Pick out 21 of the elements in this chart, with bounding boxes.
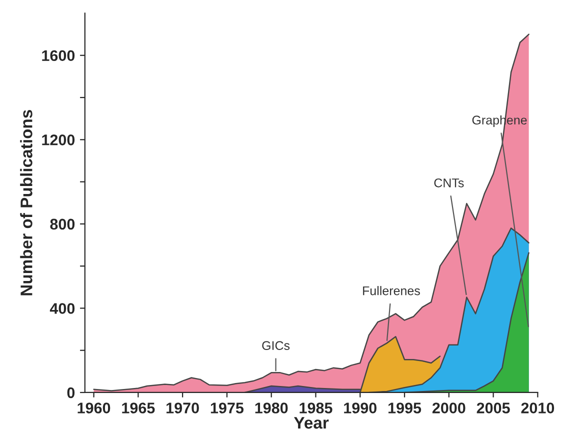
x-tick-label: 1995 xyxy=(388,402,422,414)
x-axis-title: Year xyxy=(294,417,329,429)
x-tick-label: 1960 xyxy=(78,402,110,414)
x-tick-label: 2000 xyxy=(432,402,466,414)
x-tick-label: 2010 xyxy=(521,402,554,414)
y-tick-label: 1200 xyxy=(42,134,75,146)
y-tick-label: 0 xyxy=(67,387,75,398)
x-tick-label: 2005 xyxy=(476,402,510,414)
annotation: Fullerenes xyxy=(363,286,420,296)
x-tick-label: 1980 xyxy=(255,402,288,414)
x-tick-label: 1975 xyxy=(210,402,244,414)
annotation: GICs xyxy=(262,341,290,350)
annotation: CNTs xyxy=(434,178,464,188)
y-tick-label: 800 xyxy=(50,218,75,230)
y-tick-label: 1600 xyxy=(42,50,75,62)
y-tick-label: 400 xyxy=(50,303,75,314)
x-tick-label: 1970 xyxy=(166,402,199,414)
y-axis-title: Number of Publications xyxy=(20,110,32,296)
x-tick-label: 1965 xyxy=(122,402,155,414)
x-tick-label: 1985 xyxy=(300,402,332,414)
x-tick-label: 1990 xyxy=(344,402,376,414)
